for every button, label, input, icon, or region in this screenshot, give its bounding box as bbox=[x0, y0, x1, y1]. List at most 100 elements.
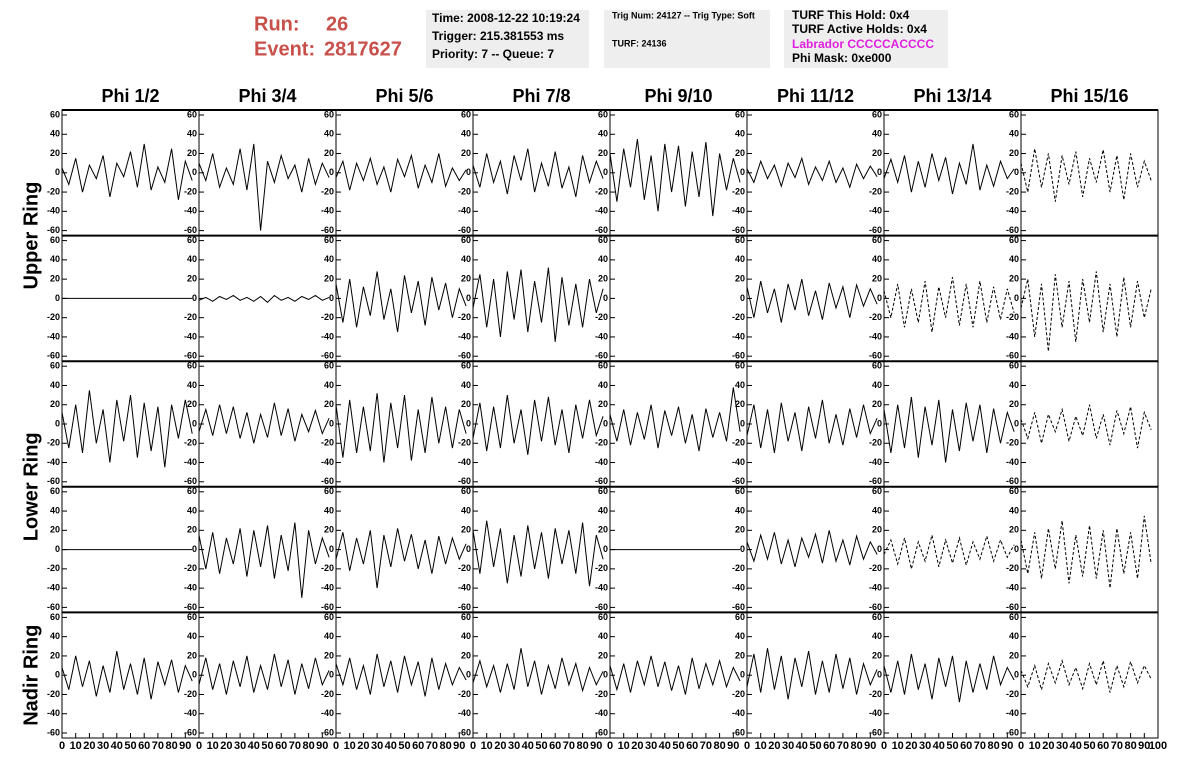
y-tick-label: 20 bbox=[735, 399, 745, 409]
y-tick-label: 60 bbox=[461, 612, 471, 622]
waveform bbox=[1020, 659, 1152, 693]
y-tick-label: 20 bbox=[461, 274, 471, 284]
y-tick-label: 60 bbox=[872, 361, 882, 371]
trigger: Trigger: 215.381553 ms bbox=[432, 29, 564, 43]
x-tick-label: 10 bbox=[70, 740, 82, 752]
y-tick-label: 40 bbox=[461, 505, 471, 515]
y-tick-label: 0 bbox=[1014, 670, 1019, 680]
y-tick-label: 20 bbox=[872, 650, 882, 660]
x-tick-label: 30 bbox=[782, 740, 794, 752]
y-tick-label: -60 bbox=[732, 225, 745, 235]
y-tick-label: -20 bbox=[458, 689, 471, 699]
y-tick-label: 60 bbox=[461, 486, 471, 496]
turf: TURF: 24136 bbox=[612, 38, 667, 48]
x-tick-label: 60 bbox=[549, 740, 561, 752]
y-tick-label: -20 bbox=[321, 563, 334, 573]
y-tick-label: -40 bbox=[732, 457, 745, 467]
y-tick-label: 60 bbox=[50, 109, 60, 119]
y-tick-label: 60 bbox=[461, 109, 471, 119]
y-tick-label: 0 bbox=[877, 670, 882, 680]
y-tick-label: 0 bbox=[329, 293, 334, 303]
y-tick-label: 60 bbox=[187, 486, 197, 496]
x-tick-label: 90 bbox=[453, 740, 465, 752]
y-tick-label: -40 bbox=[595, 708, 608, 718]
y-tick-label: -40 bbox=[869, 331, 882, 341]
y-tick-label: 40 bbox=[324, 129, 334, 139]
panel-frame bbox=[609, 109, 748, 237]
y-tick-label: 60 bbox=[461, 361, 471, 371]
y-tick-label: 20 bbox=[1009, 399, 1019, 409]
panel-frame bbox=[198, 235, 337, 362]
x-tick-label: 40 bbox=[248, 740, 260, 752]
turf-hold: TURF This Hold: 0x4 bbox=[792, 8, 910, 22]
waveform bbox=[1020, 148, 1152, 202]
y-tick-label: 20 bbox=[598, 148, 608, 158]
x-tick-label: 10 bbox=[207, 740, 219, 752]
y-tick-label: -40 bbox=[869, 708, 882, 718]
y-tick-label: -40 bbox=[458, 331, 471, 341]
y-tick-label: 0 bbox=[192, 670, 197, 680]
y-tick-label: 40 bbox=[735, 380, 745, 390]
x-tick-label: 90 bbox=[727, 740, 739, 752]
y-tick-label: 20 bbox=[324, 399, 334, 409]
y-tick-label: -40 bbox=[47, 206, 60, 216]
x-tick-label: 90 bbox=[316, 740, 328, 752]
y-tick-label: 0 bbox=[329, 167, 334, 177]
y-tick-label: 20 bbox=[187, 650, 197, 660]
x-tick-label: 20 bbox=[905, 740, 917, 752]
x-tick-label: 0 bbox=[744, 740, 750, 752]
y-tick-label: 40 bbox=[735, 631, 745, 641]
y-tick-label: -60 bbox=[47, 351, 60, 361]
waveform bbox=[1020, 404, 1152, 449]
y-tick-label: -60 bbox=[458, 727, 471, 737]
panel-frame bbox=[609, 611, 748, 739]
ring-label: Nadir Ring bbox=[20, 625, 42, 726]
y-tick-label: -20 bbox=[1006, 563, 1019, 573]
waveform bbox=[335, 271, 467, 333]
panel-frame bbox=[746, 611, 885, 739]
x-tick-label: 50 bbox=[809, 740, 821, 752]
panel-frame bbox=[472, 611, 611, 739]
x-tick-label: 60 bbox=[960, 740, 972, 752]
y-tick-label: -40 bbox=[869, 583, 882, 593]
y-tick-label: 20 bbox=[50, 148, 60, 158]
info-box bbox=[426, 10, 589, 68]
y-tick-label: 60 bbox=[324, 361, 334, 371]
x-tick-label: 0 bbox=[881, 740, 887, 752]
event-number: 2817627 bbox=[324, 38, 402, 60]
y-tick-label: -20 bbox=[732, 689, 745, 699]
y-tick-label: 0 bbox=[55, 167, 60, 177]
y-tick-label: -20 bbox=[1006, 689, 1019, 699]
y-tick-label: -40 bbox=[595, 457, 608, 467]
y-tick-label: 20 bbox=[735, 148, 745, 158]
y-tick-label: -60 bbox=[47, 602, 60, 612]
y-tick-label: -20 bbox=[1006, 438, 1019, 448]
y-tick-label: 60 bbox=[461, 235, 471, 245]
ring-label: Upper Ring bbox=[20, 182, 42, 290]
panel-frame bbox=[883, 360, 1022, 488]
y-tick-label: 40 bbox=[598, 631, 608, 641]
waveform bbox=[198, 294, 330, 303]
y-tick-label: -60 bbox=[1006, 602, 1019, 612]
ring-label: Lower Ring bbox=[20, 432, 42, 541]
waveform bbox=[472, 267, 604, 342]
y-tick-label: -20 bbox=[595, 563, 608, 573]
y-tick-label: 20 bbox=[461, 525, 471, 535]
x-tick-label: 80 bbox=[987, 740, 999, 752]
y-tick-label: 60 bbox=[598, 235, 608, 245]
y-tick-label: -60 bbox=[869, 225, 882, 235]
waveform bbox=[883, 653, 1015, 703]
x-tick-label: 30 bbox=[919, 740, 931, 752]
waveform bbox=[198, 522, 330, 598]
y-tick-label: 0 bbox=[740, 293, 745, 303]
y-tick-label: 20 bbox=[461, 399, 471, 409]
y-tick-label: -20 bbox=[732, 438, 745, 448]
x-tick-label: 40 bbox=[522, 740, 534, 752]
y-tick-label: 0 bbox=[466, 167, 471, 177]
waveform bbox=[1020, 271, 1152, 352]
panel-frame bbox=[198, 109, 337, 237]
time: Time: 2008-12-22 10:19:24 bbox=[432, 11, 580, 25]
y-tick-label: 40 bbox=[461, 129, 471, 139]
y-tick-label: 40 bbox=[598, 380, 608, 390]
x-tick-label: 0 bbox=[59, 740, 65, 752]
